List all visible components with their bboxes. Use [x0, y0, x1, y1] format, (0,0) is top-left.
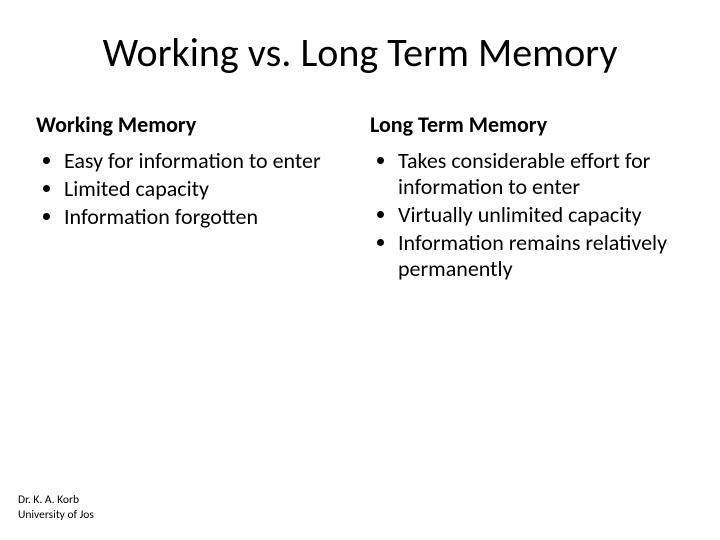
right-bullets: Takes considerable effort for informatio…	[370, 148, 684, 282]
slide-title: Working vs. Long Term Memory	[0, 0, 720, 87]
list-item: Takes considerable effort for informatio…	[398, 148, 684, 200]
right-heading: Long Term Memory	[370, 111, 684, 138]
footer-line-1: Dr. K. A. Korb	[18, 493, 94, 507]
right-column: Long Term Memory Takes considerable effo…	[370, 111, 684, 284]
list-item: Virtually unlimited capacity	[398, 202, 684, 228]
list-item: Information forgotten	[64, 204, 350, 230]
list-item: Easy for information to enter	[64, 148, 350, 174]
footer-line-2: University of Jos	[18, 508, 94, 522]
list-item: Information remains relatively permanent…	[398, 230, 684, 282]
footer: Dr. K. A. Korb University of Jos	[18, 493, 94, 522]
columns: Working Memory Easy for information to e…	[0, 87, 720, 284]
left-column: Working Memory Easy for information to e…	[36, 111, 350, 284]
list-item: Limited capacity	[64, 176, 350, 202]
slide: Working vs. Long Term Memory Working Mem…	[0, 0, 720, 540]
left-heading: Working Memory	[36, 111, 350, 138]
left-bullets: Easy for information to enter Limited ca…	[36, 148, 350, 230]
